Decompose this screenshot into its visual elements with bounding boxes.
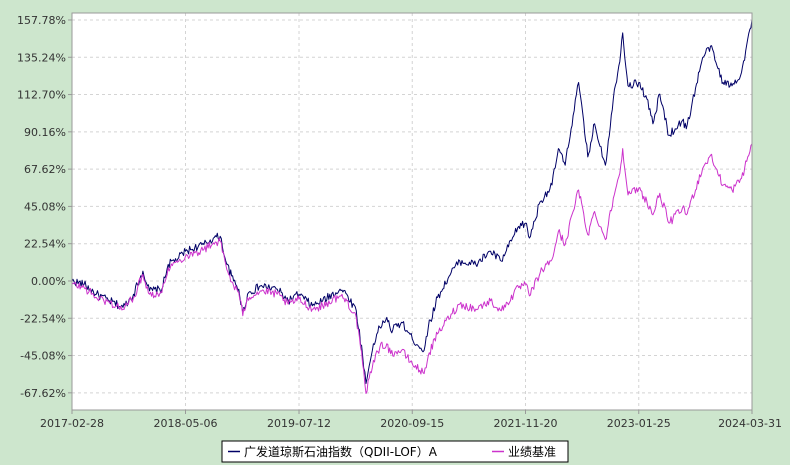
y-tick-label: 67.62% (24, 163, 66, 176)
grid-lines (72, 13, 752, 410)
y-tick-label: -45.08% (20, 350, 66, 363)
x-tick-label: 2017-02-28 (40, 417, 104, 430)
y-tick-label: 22.54% (24, 238, 66, 251)
y-tick-label: -22.54% (20, 312, 66, 325)
y-axis: 157.78% 135.24% 112.70% 90.16% 67.62% 45.08% 2… (17, 14, 72, 400)
legend-label-fund: 广发道琼斯石油指数（QDII-LOF）A (244, 444, 438, 459)
y-tick-label: 112.70% (17, 89, 66, 102)
x-tick-label: 2018-05-06 (154, 417, 218, 430)
x-tick-label: 2024-03-31 (718, 417, 782, 430)
y-tick-label: 0.00% (31, 275, 66, 288)
x-tick-label: 2019-07-12 (267, 417, 331, 430)
legend: 广发道琼斯石油指数（QDII-LOF）A 业绩基准 (221, 440, 569, 463)
legend-label-benchmark: 业绩基准 (508, 445, 556, 459)
series-line-benchmark (71, 143, 753, 394)
y-tick-label: 135.24% (17, 51, 66, 64)
x-tick-label: 2023-01-25 (607, 417, 671, 430)
y-tick-label: 90.16% (24, 126, 66, 139)
series-line-fund (71, 19, 753, 384)
y-tick-label: 157.78% (17, 14, 66, 27)
series-layer (71, 19, 753, 394)
x-tick-label: 2021-11-20 (494, 417, 558, 430)
y-tick-label: -67.62% (20, 387, 66, 400)
x-axis: 2017-02-28 2018-05-06 2019-07-12 2020-09-15… (40, 410, 782, 430)
legend-box (221, 440, 569, 463)
x-tick-label: 2020-09-15 (380, 417, 444, 430)
y-tick-label: 45.08% (24, 200, 66, 213)
